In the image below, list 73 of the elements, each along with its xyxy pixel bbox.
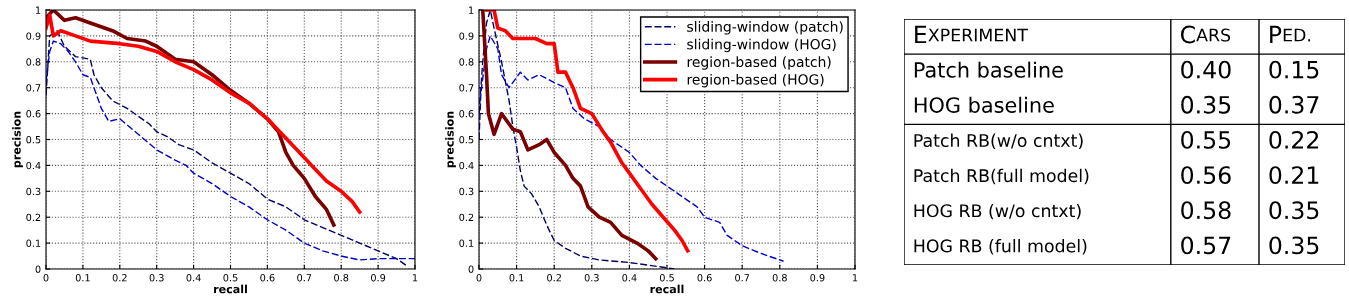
y-tick-label: 1	[469, 6, 474, 14]
y-tick-label: 0.1	[26, 239, 41, 247]
data-label: 0.37	[1269, 95, 1319, 114]
x-tick-label: 0.5	[659, 274, 674, 282]
y-tick-label: 0.2	[26, 213, 41, 222]
data-label: 0.15	[1269, 60, 1319, 79]
data-label: 0.35	[1269, 236, 1319, 255]
data-label: 0.21	[1269, 166, 1319, 184]
x-tick-label: 0.4	[622, 274, 637, 282]
y-tick-label: 0	[35, 265, 41, 273]
x-tick-label: 0.3	[149, 274, 164, 282]
data-label: 0.35	[1269, 201, 1319, 220]
data-label: 0.22	[1269, 130, 1319, 149]
y-tick-label: 0.3	[459, 187, 474, 196]
y-tick-label: 0.9	[26, 32, 41, 40]
y-axis-title: precision	[445, 111, 456, 168]
legend-label: region-based (HOG)	[687, 73, 824, 88]
x-axis-title: recall	[650, 284, 684, 294]
x-axis-title: recall	[214, 284, 247, 294]
y-tick-label: 0.9	[459, 32, 474, 40]
y-tick-label: 0.7	[26, 84, 41, 92]
category-label: Patch RB(w/o cntxt)	[914, 133, 1083, 150]
x-tick-label: 1	[852, 274, 858, 282]
x-tick-label: 0.7	[297, 274, 312, 282]
x-tick-label: 0.4	[186, 274, 201, 282]
category-label: HOG baseline	[914, 96, 1054, 113]
x-tick-label: 0.6	[260, 274, 275, 282]
y-tick-label: 0.5	[459, 135, 474, 144]
y-tick-label: 0.4	[26, 161, 41, 170]
x-tick-label: 0.2	[112, 274, 127, 282]
x-tick-label: 0.6	[697, 274, 712, 282]
data-label: 0.40	[1181, 60, 1231, 79]
x-tick-label: 0.2	[547, 274, 561, 282]
text: PED.	[1270, 25, 1311, 44]
x-tick-label: 0.3	[584, 274, 599, 282]
data-label: 0.55	[1181, 130, 1231, 149]
text: CARS	[1180, 25, 1231, 44]
y-tick-label: 0.5	[26, 135, 41, 144]
category-label: Patch RB(full model)	[914, 168, 1089, 185]
category-label: Patch baseline	[914, 61, 1063, 78]
x-tick-label: 0.8	[334, 274, 349, 282]
category-label: HOG RB (full model)	[914, 239, 1087, 255]
data-label: 0.35	[1181, 95, 1231, 114]
y-tick-label: 0.7	[459, 84, 474, 92]
y-tick-label: 0.1	[459, 239, 474, 247]
x-tick-label: 0.9	[371, 274, 386, 282]
x-tick-label: 0.1	[75, 274, 90, 282]
category-label: HOG RB (w/o cntxt)	[914, 203, 1081, 220]
y-tick-label: 1	[36, 6, 41, 14]
data-label: 0.57	[1181, 236, 1231, 255]
y-tick-label: 0.4	[459, 161, 474, 170]
y-tick-label: 0	[468, 265, 474, 273]
y-tick-label: 0.3	[26, 187, 41, 196]
x-tick-label: 0.7	[735, 274, 750, 282]
legend-label: region-based (patch)	[687, 56, 831, 70]
legend-label: sliding-window (patch)	[687, 21, 843, 35]
x-tick-label: 0.5	[223, 274, 238, 282]
y-tick-label: 0.6	[459, 110, 474, 118]
y-tick-label: 0.8	[26, 58, 41, 66]
y-tick-label: 0.6	[26, 110, 41, 118]
y-tick-label: 0.2	[459, 213, 474, 222]
x-tick-label: 0.8	[772, 274, 787, 282]
y-tick-label: 0.8	[459, 58, 474, 66]
x-tick-label: 0.9	[810, 274, 825, 282]
data-label: 0.58	[1181, 201, 1231, 220]
legend-label: sliding-window (HOG)	[687, 38, 836, 53]
y-axis-title: precision	[12, 111, 23, 168]
data-label: 0.56	[1181, 166, 1231, 184]
x-tick-label: 1	[412, 274, 418, 282]
x-tick-label: 0	[43, 274, 49, 282]
x-tick-label: 0.1	[509, 274, 524, 282]
x-tick-label: 0	[476, 274, 482, 282]
text: EXPERIMENT	[915, 25, 1028, 44]
